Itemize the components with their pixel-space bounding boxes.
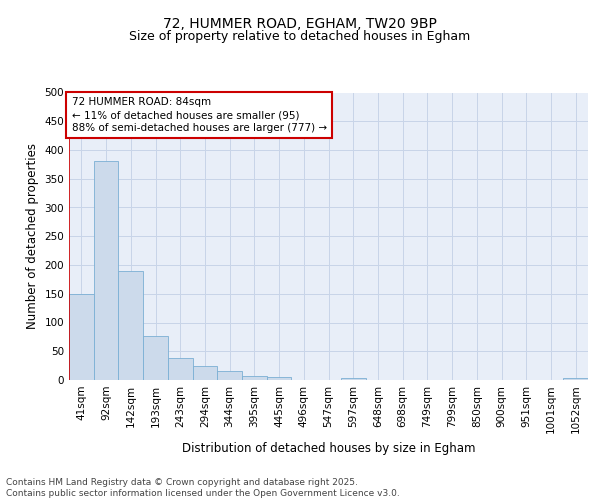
Y-axis label: Number of detached properties: Number of detached properties (26, 143, 39, 329)
Bar (143, 336, 168, 380)
Text: Contains HM Land Registry data © Crown copyright and database right 2025.
Contai: Contains HM Land Registry data © Crown c… (6, 478, 400, 498)
Bar (168, 358, 193, 380)
Bar (118, 271, 143, 380)
Bar (94, 162, 118, 380)
Bar (341, 378, 365, 380)
Bar (69, 294, 94, 380)
Bar (242, 376, 267, 380)
Bar (267, 377, 292, 380)
Text: 72 HUMMER ROAD: 84sqm
← 11% of detached houses are smaller (95)
88% of semi-deta: 72 HUMMER ROAD: 84sqm ← 11% of detached … (71, 97, 327, 133)
Bar (193, 366, 217, 380)
Text: 72, HUMMER ROAD, EGHAM, TW20 9BP: 72, HUMMER ROAD, EGHAM, TW20 9BP (163, 18, 437, 32)
Bar (563, 378, 588, 380)
X-axis label: Distribution of detached houses by size in Egham: Distribution of detached houses by size … (182, 442, 475, 455)
Text: Size of property relative to detached houses in Egham: Size of property relative to detached ho… (130, 30, 470, 43)
Bar (217, 371, 242, 380)
